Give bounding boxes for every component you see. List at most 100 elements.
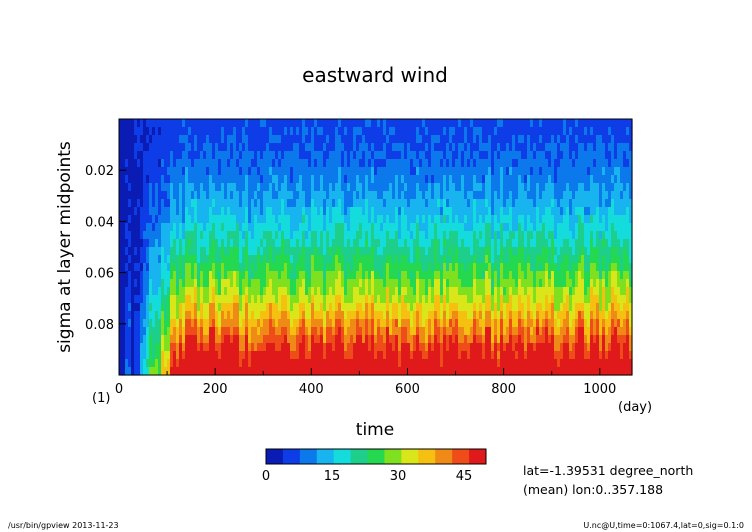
heatmap-cell (446, 303, 450, 312)
heatmap-cell (269, 343, 273, 352)
heatmap-cell (539, 199, 543, 208)
heatmap-cell (173, 167, 177, 176)
heatmap-cell (560, 359, 564, 368)
heatmap-cell (356, 271, 360, 280)
heatmap-cell (311, 159, 315, 168)
heatmap-cell (239, 231, 243, 240)
heatmap-cell (227, 367, 231, 376)
heatmap-cell (527, 367, 531, 376)
heatmap-cell (128, 295, 132, 304)
heatmap-cell (482, 335, 486, 344)
heatmap-cell (419, 223, 423, 232)
heatmap-cell (512, 127, 516, 136)
heatmap-cell (404, 271, 408, 280)
heatmap-cell (293, 159, 297, 168)
heatmap-cell (407, 367, 411, 376)
heatmap-cell (128, 303, 132, 312)
heatmap-cell (578, 127, 582, 136)
heatmap-cell (302, 191, 306, 200)
heatmap-cell (179, 223, 183, 232)
heatmap-cell (359, 239, 363, 248)
heatmap-cell (395, 271, 399, 280)
heatmap-cell (515, 231, 519, 240)
heatmap-cell (509, 239, 513, 248)
heatmap-cell (146, 263, 150, 272)
heatmap-cell (488, 119, 492, 128)
heatmap-cell (299, 231, 303, 240)
heatmap-cell (377, 191, 381, 200)
heatmap-cell (284, 303, 288, 312)
heatmap-cell (413, 215, 417, 224)
heatmap-cell (332, 119, 336, 128)
heatmap-cell (164, 199, 168, 208)
heatmap-cell (155, 295, 159, 304)
heatmap-cell (122, 351, 126, 360)
heatmap-cell (467, 255, 471, 264)
heatmap-cell (536, 247, 540, 256)
heatmap-cell (143, 351, 147, 360)
heatmap-cell (500, 247, 504, 256)
heatmap-cell (131, 335, 135, 344)
heatmap-cell (275, 167, 279, 176)
heatmap-cell (401, 247, 405, 256)
heatmap-cell (182, 335, 186, 344)
heatmap-cell (485, 255, 489, 264)
heatmap-cell (353, 223, 357, 232)
heatmap-cell (515, 247, 519, 256)
heatmap-cell (242, 343, 246, 352)
heatmap-cell (170, 263, 174, 272)
heatmap-cell (431, 151, 435, 160)
heatmap-cell (377, 151, 381, 160)
heatmap-cell (389, 239, 393, 248)
heatmap-cell (566, 263, 570, 272)
heatmap-cell (200, 287, 204, 296)
heatmap-cell (248, 367, 252, 376)
heatmap-cell (296, 215, 300, 224)
heatmap-cell (284, 159, 288, 168)
heatmap-cell (131, 119, 135, 128)
heatmap-cell (209, 191, 213, 200)
heatmap-cell (281, 151, 285, 160)
heatmap-cell (518, 215, 522, 224)
heatmap-cell (359, 319, 363, 328)
heatmap-cell (512, 351, 516, 360)
heatmap-cell (581, 207, 585, 216)
heatmap-cell (326, 279, 330, 288)
heatmap-cell (239, 279, 243, 288)
heatmap-cell (410, 119, 414, 128)
heatmap-cell (401, 223, 405, 232)
heatmap-cell (440, 303, 444, 312)
heatmap-cell (326, 135, 330, 144)
heatmap-cell (524, 127, 528, 136)
heatmap-cell (182, 367, 186, 376)
heatmap-cell (530, 327, 534, 336)
heatmap-cell (578, 319, 582, 328)
heatmap-cell (506, 247, 510, 256)
heatmap-cell (314, 287, 318, 296)
heatmap-cell (506, 223, 510, 232)
heatmap-cell (425, 207, 429, 216)
heatmap-cell (533, 247, 537, 256)
heatmap-cell (560, 167, 564, 176)
heatmap-cell (404, 279, 408, 288)
heatmap-cell (173, 335, 177, 344)
heatmap-cell (227, 183, 231, 192)
heatmap-cell (464, 199, 468, 208)
heatmap-cell (464, 151, 468, 160)
heatmap-cell (578, 239, 582, 248)
heatmap-cell (293, 183, 297, 192)
heatmap-cell (233, 167, 237, 176)
heatmap-cell (347, 223, 351, 232)
heatmap-cell (506, 183, 510, 192)
heatmap-cell (302, 167, 306, 176)
heatmap-cell (455, 327, 459, 336)
heatmap-cell (374, 295, 378, 304)
heatmap-cell (323, 327, 327, 336)
heatmap-cell (377, 167, 381, 176)
heatmap-cell (539, 135, 543, 144)
heatmap-cell (545, 263, 549, 272)
heatmap-cell (221, 335, 225, 344)
heatmap-cell (410, 135, 414, 144)
heatmap-cell (449, 351, 453, 360)
heatmap-cell (284, 231, 288, 240)
